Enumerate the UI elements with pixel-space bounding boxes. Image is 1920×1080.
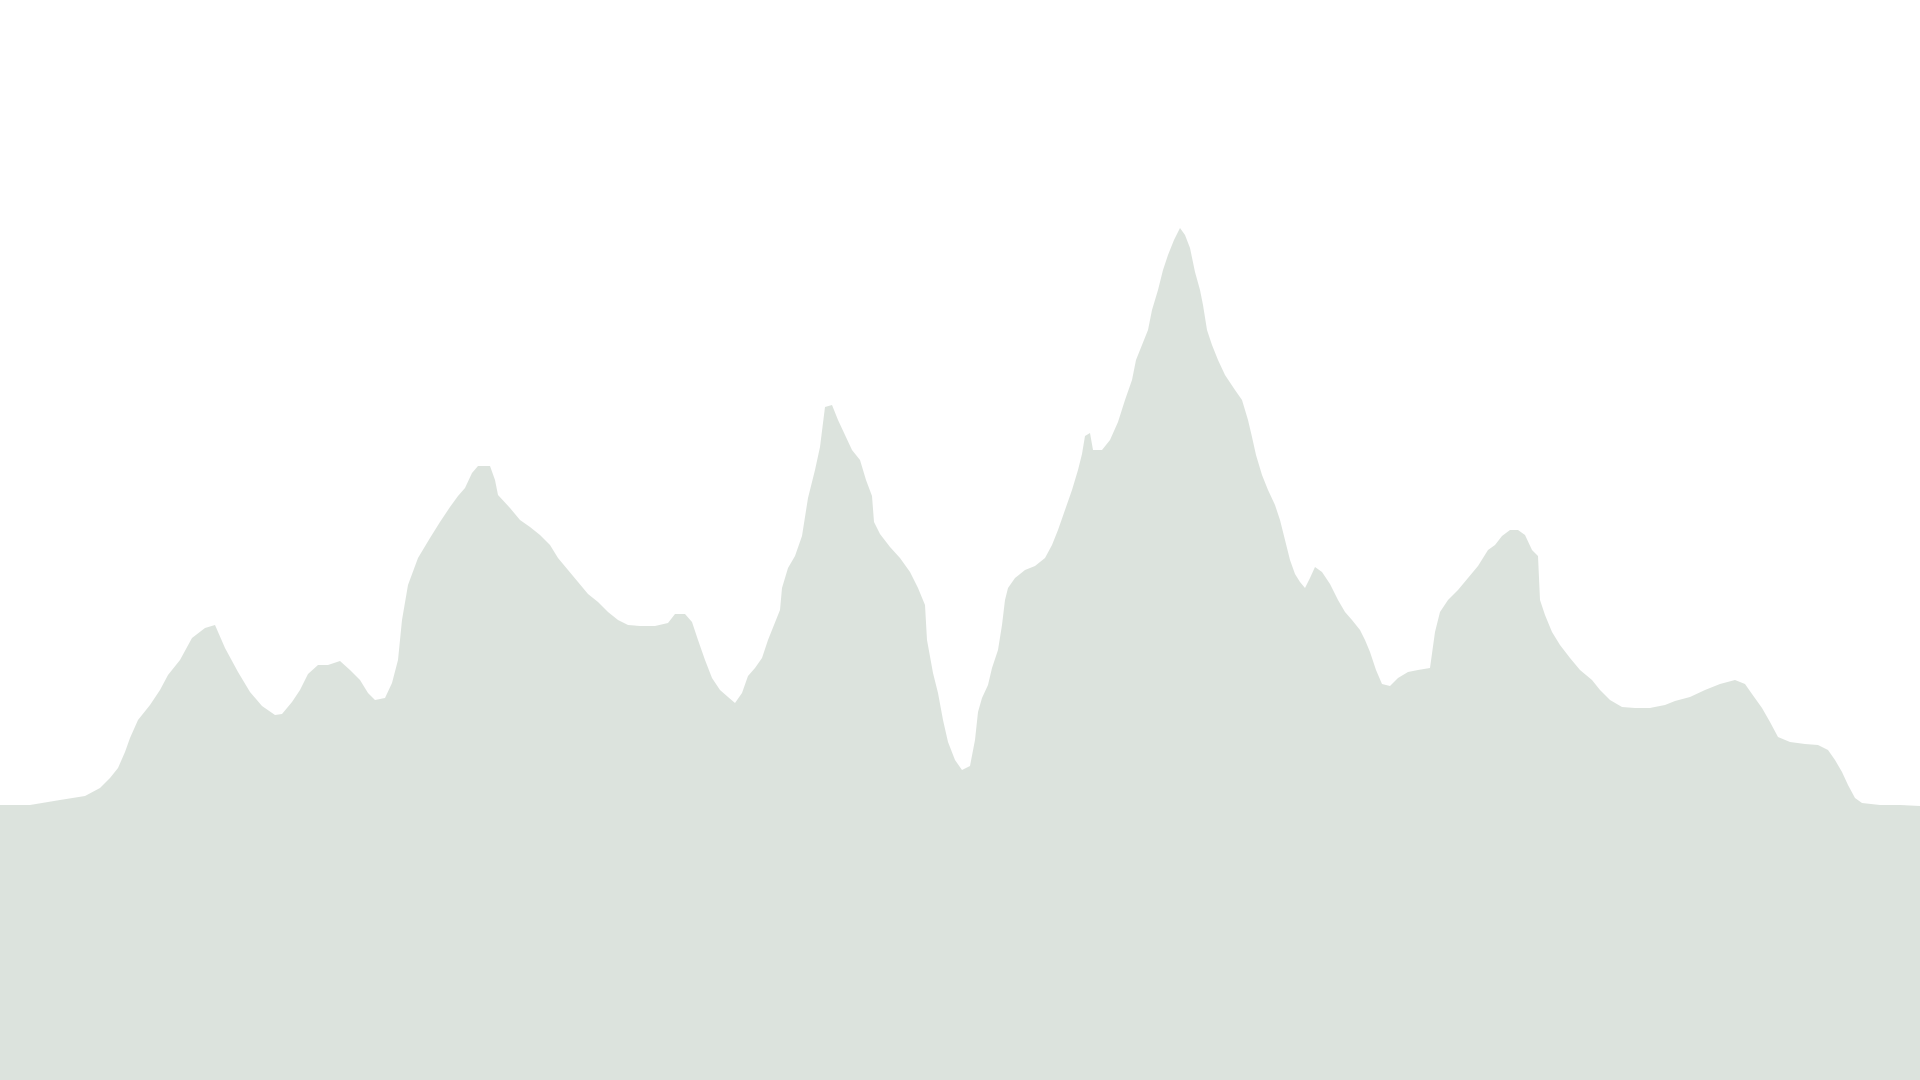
mountain-range-silhouette [0, 228, 1920, 1080]
